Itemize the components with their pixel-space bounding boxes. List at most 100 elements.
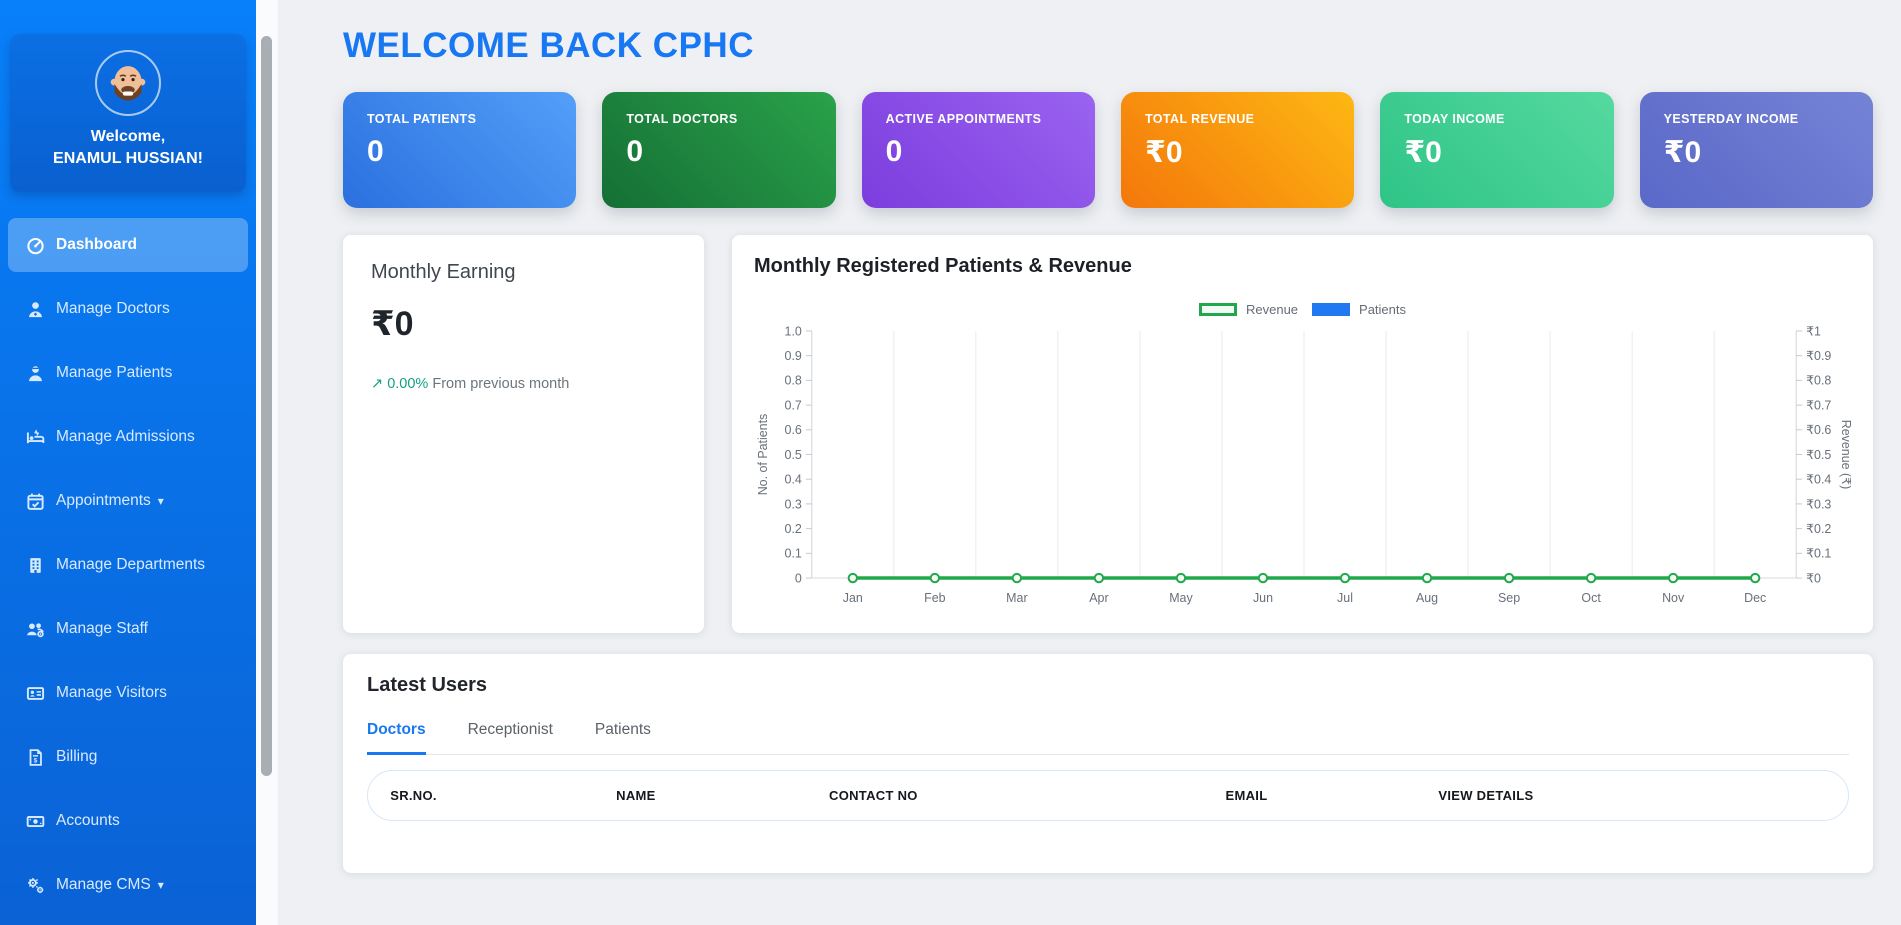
chart-card: Monthly Registered Patients & Revenue Re… xyxy=(732,235,1873,633)
svg-text:0.7: 0.7 xyxy=(785,398,802,412)
sidebar-item-manage-patients[interactable]: Manage Patients xyxy=(8,346,248,400)
svg-text:0.5: 0.5 xyxy=(785,448,802,462)
svg-text:May: May xyxy=(1169,591,1193,605)
stat-card-label: YESTERDAY INCOME xyxy=(1663,112,1799,126)
column-header-view-details: VIEW DETAILS xyxy=(1438,788,1534,803)
column-header-email: EMAIL xyxy=(1225,788,1268,803)
legend-label: Revenue xyxy=(1245,302,1299,317)
calendar-check-icon xyxy=(26,492,45,511)
stat-card-value: 0 xyxy=(626,135,644,168)
chevron-down-icon: ▾ xyxy=(157,494,164,508)
svg-text:Jul: Jul xyxy=(1337,591,1353,605)
users-gear-icon xyxy=(26,620,45,639)
sidebar-item-label: Manage Staff xyxy=(56,620,148,637)
building-icon xyxy=(26,556,45,575)
svg-text:₹0.5: ₹0.5 xyxy=(1806,448,1831,462)
sidebar-item-accounts[interactable]: Accounts xyxy=(8,794,248,848)
main-content: WELCOME BACK CPHC TOTAL PATIENTS 0 TOTAL D… xyxy=(278,0,1901,925)
money-bill-icon xyxy=(26,812,45,831)
svg-text:₹0: ₹0 xyxy=(1806,571,1821,585)
stat-card-value: ₹0 xyxy=(1144,136,1183,169)
svg-text:Nov: Nov xyxy=(1662,591,1685,605)
sidebar-item-label: Accounts xyxy=(56,812,120,829)
file-invoice-dollar-icon: $ xyxy=(26,748,45,767)
legend-swatch-patients xyxy=(1312,303,1351,316)
stat-card-total-patients: TOTAL PATIENTS 0 xyxy=(343,92,577,208)
sidebar-item-dashboard[interactable]: Dashboard xyxy=(8,218,248,272)
tab-doctors[interactable]: Doctors xyxy=(367,721,426,755)
sidebar-item-manage-visitors[interactable]: Manage Visitors xyxy=(8,666,248,720)
svg-text:Jun: Jun xyxy=(1253,591,1273,605)
svg-text:0: 0 xyxy=(795,571,802,585)
welcome-username: ENAMUL HUSSIAN! xyxy=(53,150,203,167)
svg-text:₹0.6: ₹0.6 xyxy=(1806,423,1831,437)
avatar-face-icon xyxy=(110,66,146,101)
gauge-icon xyxy=(26,236,45,255)
monthly-earning-trend: ↗ 0.00% From previous month xyxy=(371,376,676,392)
id-card-icon xyxy=(26,684,45,703)
sidebar-item-billing[interactable]: $ Billing xyxy=(8,730,248,784)
trend-up-arrow-icon: ↗ xyxy=(371,376,384,392)
stat-card-label: ACTIVE APPOINTMENTS xyxy=(885,112,1042,126)
column-header-sr-no: SR.NO. xyxy=(390,788,437,803)
welcome-greeting: Welcome, xyxy=(90,128,166,145)
sidebar-item-manage-admissions[interactable]: Manage Admissions xyxy=(8,410,248,464)
tab-receptionist[interactable]: Receptionist xyxy=(467,721,553,738)
sidebar-item-manage-departments[interactable]: Manage Departments xyxy=(8,538,248,592)
stat-card-yesterday-income: YESTERDAY INCOME ₹0 xyxy=(1639,92,1873,208)
svg-text:Apr: Apr xyxy=(1089,591,1108,605)
svg-text:0.6: 0.6 xyxy=(785,423,802,437)
svg-text:₹1: ₹1 xyxy=(1806,324,1821,338)
svg-text:0.9: 0.9 xyxy=(785,349,802,363)
legend-label: Patients xyxy=(1359,302,1407,317)
legend-swatch-revenue xyxy=(1198,303,1237,316)
svg-text:₹0.4: ₹0.4 xyxy=(1806,473,1831,487)
sidebar: Welcome, ENAMUL HUSSIAN! Dashboard Manage… xyxy=(0,0,256,925)
chart-title: Monthly Registered Patients & Revenue xyxy=(754,255,1132,277)
tab-patients[interactable]: Patients xyxy=(594,721,651,738)
svg-text:₹0.8: ₹0.8 xyxy=(1806,374,1831,388)
stat-card-label: TOTAL DOCTORS xyxy=(626,112,738,126)
stat-card-label: TOTAL PATIENTS xyxy=(367,112,477,126)
user-injured-icon xyxy=(26,364,45,383)
svg-text:0.3: 0.3 xyxy=(785,497,802,511)
welcome-card: Welcome, ENAMUL HUSSIAN! xyxy=(10,34,246,192)
svg-text:$: $ xyxy=(34,757,38,764)
svg-text:0.8: 0.8 xyxy=(785,374,802,388)
page-title: WELCOME BACK CPHC xyxy=(343,26,754,65)
svg-text:Revenue (₹): Revenue (₹) xyxy=(1839,420,1851,489)
chart-plot: 1.0 ₹1 0.9 ₹0.9 0.8 ₹0.8 0.7 ₹0.7 0.6 ₹0.6 0.5 ₹0.5… xyxy=(754,319,1851,618)
sidebar-item-manage-staff[interactable]: Manage Staff xyxy=(8,602,248,656)
svg-text:Jan: Jan xyxy=(843,591,863,605)
sidebar-scrollbar-thumb[interactable] xyxy=(261,36,272,776)
chevron-down-icon: ▾ xyxy=(157,878,164,892)
sidebar-item-label: Dashboard xyxy=(56,236,137,253)
svg-text:Dec: Dec xyxy=(1744,591,1766,605)
stat-cards-row: TOTAL PATIENTS 0 TOTAL DOCTORS 0 ACTIVE APPO… xyxy=(343,92,1873,208)
latest-users-title: Latest Users xyxy=(367,674,488,696)
legend-item-patients[interactable]: Patients xyxy=(1312,302,1406,317)
monthly-chart: 1.0 ₹1 0.9 ₹0.9 0.8 ₹0.8 0.7 ₹0.7 0.6 ₹0.6 0.5 ₹0.5… xyxy=(756,324,1851,605)
sidebar-scrollbar[interactable] xyxy=(256,0,278,925)
svg-text:1.0: 1.0 xyxy=(785,324,802,338)
sidebar-item-label: Manage Visitors xyxy=(56,684,167,701)
sidebar-item-manage-doctors[interactable]: Manage Doctors xyxy=(8,282,248,336)
stat-card-value: ₹0 xyxy=(1404,136,1442,169)
sidebar-item-label: Manage CMS xyxy=(56,876,151,893)
users-table-header: SR.NO. NAME CONTACT NO EMAIL VIEW DETAILS xyxy=(367,770,1849,821)
legend-item-revenue[interactable]: Revenue xyxy=(1198,302,1299,317)
sidebar-item-label: Manage Patients xyxy=(56,364,173,381)
svg-text:Feb: Feb xyxy=(924,591,946,605)
svg-text:0.2: 0.2 xyxy=(785,522,802,536)
svg-text:₹0.9: ₹0.9 xyxy=(1806,349,1831,363)
stat-card-total-doctors: TOTAL DOCTORS 0 xyxy=(602,92,836,208)
stat-card-total-revenue: TOTAL REVENUE ₹0 xyxy=(1120,92,1355,208)
sidebar-item-appointments[interactable]: Appointments ▾ xyxy=(8,474,248,528)
sidebar-item-manage-cms[interactable]: Manage CMS ▾ xyxy=(8,858,248,912)
svg-text:₹0.7: ₹0.7 xyxy=(1806,398,1831,412)
stat-card-value: 0 xyxy=(367,135,384,168)
sidebar-item-label: Appointments xyxy=(56,492,151,509)
stat-card-value: 0 xyxy=(885,135,903,168)
user-avatar xyxy=(95,50,161,116)
trend-percent: 0.00% xyxy=(387,376,429,392)
